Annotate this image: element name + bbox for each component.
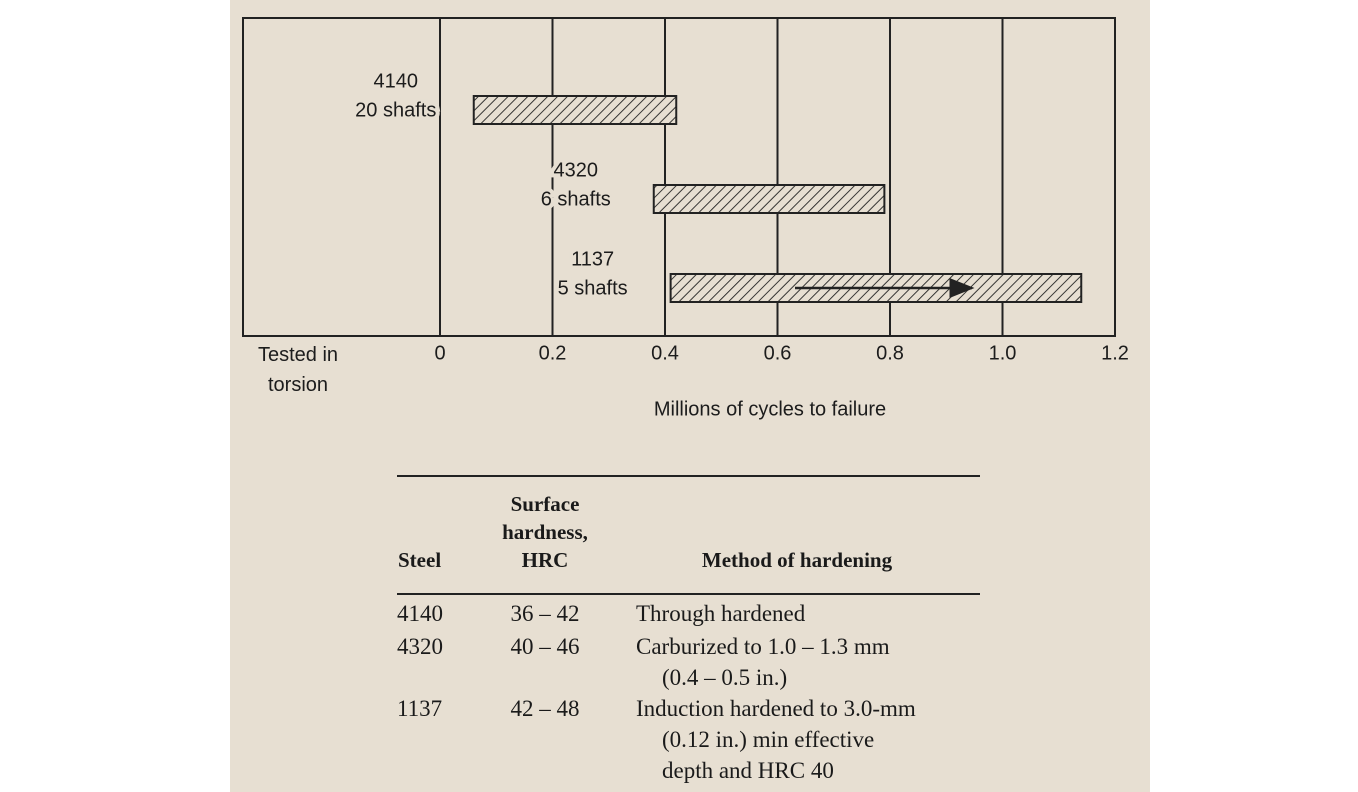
row-header: Tested in torsion <box>240 340 356 400</box>
steel: 1137 <box>397 696 443 721</box>
column-header: Method of hardening <box>701 548 893 572</box>
table-rule <box>397 475 980 477</box>
x-axis-title: Millions of cycles to failure <box>654 398 886 420</box>
category-label: 1137 <box>571 248 614 270</box>
book-page <box>230 0 1150 792</box>
hardness: 36 – 42 <box>510 601 580 626</box>
x-tick-label: 0.4 <box>651 342 679 364</box>
category-label: 4140 <box>374 70 419 92</box>
steel: 4140 <box>397 601 443 626</box>
method: (0.4 – 0.5 in.) <box>662 665 788 690</box>
bar-label: 5 shafts <box>558 277 628 299</box>
row-header-line: Tested in <box>257 344 339 366</box>
row-header-line: torsion <box>267 374 329 396</box>
x-tick-label: 1.0 <box>989 342 1017 364</box>
method: Induction hardened to 3.0-mm <box>636 696 916 721</box>
bar <box>472 95 678 125</box>
column-header: Surface <box>510 492 580 516</box>
x-tick-label: 0.6 <box>764 342 792 364</box>
method: (0.12 in.) min effective <box>662 727 875 752</box>
column-header: HRC <box>521 548 569 572</box>
bar-label: 6 shafts <box>541 188 611 210</box>
method: Carburized to 1.0 – 1.3 mm <box>636 634 890 659</box>
method: depth and HRC 40 <box>662 758 834 783</box>
category-label: 4320 <box>554 159 599 181</box>
steel: 4320 <box>397 634 443 659</box>
x-tick-label: 0.8 <box>876 342 904 364</box>
x-tick-label: 1.2 <box>1101 342 1129 364</box>
table-rule <box>397 593 980 595</box>
bar-label: 20 shafts <box>355 99 436 121</box>
x-tick-label: 0 <box>434 342 445 364</box>
hardness: 42 – 48 <box>510 696 580 721</box>
x-tick-label: 0.2 <box>539 342 567 364</box>
method: Through hardened <box>636 601 806 626</box>
column-header: hardness, <box>502 520 588 544</box>
hardness: 40 – 46 <box>510 634 580 659</box>
column-header: Steel <box>398 548 442 572</box>
bar <box>652 184 886 214</box>
